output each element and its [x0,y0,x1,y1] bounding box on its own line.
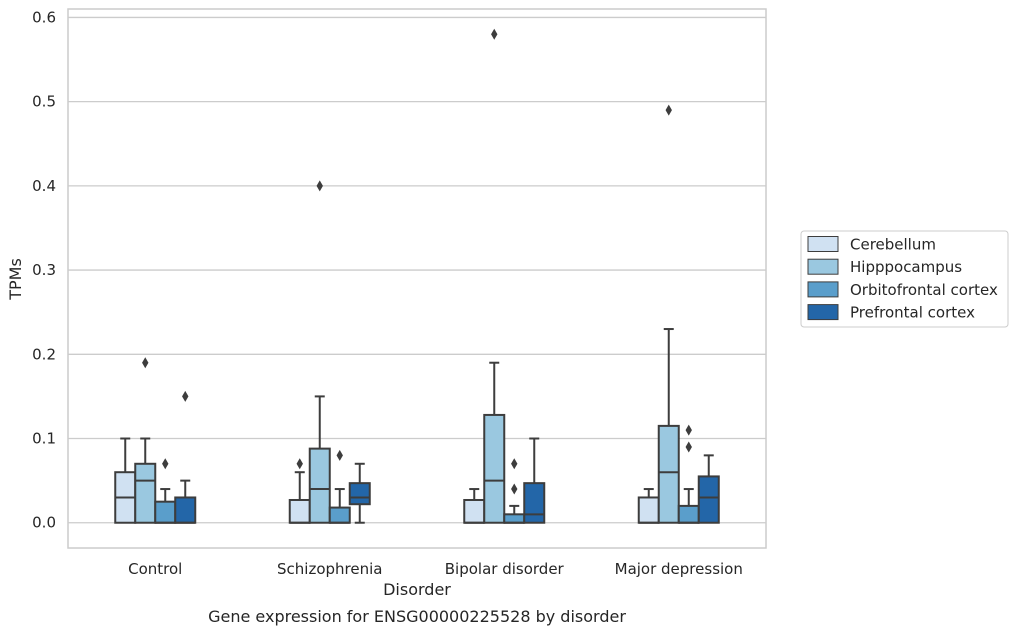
box-body [523,482,546,524]
y-tick-label: 0.3 [32,261,56,279]
outlier-point [491,28,498,40]
legend: Cerebellum Hipppocampus Orbitofrontal cort… [800,230,1009,328]
outlier-point [336,449,343,461]
y-axis-label: TPMs [6,258,25,301]
box-body [463,498,486,524]
plot-area-frame [67,8,767,549]
box-element [463,488,486,524]
outlier-point [296,458,303,470]
y-tick-label: 0.4 [32,177,56,195]
y-tick-label: 0.5 [32,93,56,111]
outlier-point [142,357,149,369]
outlier-point [511,458,518,470]
x-tick-label: Schizophrenia [277,560,382,578]
legend-label: Prefrontal cortex [850,304,975,322]
box-element [348,462,371,524]
y-tick-label: 0.0 [32,514,56,532]
box-element [483,28,506,524]
box-body [328,506,351,524]
box-body [288,498,311,524]
legend-label: Cerebellum [850,236,936,254]
box-element [114,437,137,524]
box-element [697,454,720,524]
box-body [154,500,177,524]
legend-swatch [807,258,839,275]
box-body [657,424,680,524]
outlier-point [162,458,169,470]
box-element [174,390,197,524]
legend-swatch [807,236,839,252]
y-tick-labels: 0.0 0.1 0.2 0.3 0.4 0.5 0.6 [32,8,56,531]
legend-label: Orbitofrontal cortex [850,281,998,299]
box-body [697,475,720,524]
box-element [657,104,680,524]
box-body [637,496,660,524]
x-tick-label: Major depression [615,560,743,578]
box-element [637,488,660,524]
legend-swatch [807,304,839,321]
box-element [288,458,311,524]
grid-lines [68,16,766,524]
x-tick-labels: Control Schizophrenia Bipolar disorder Majo… [128,560,743,578]
box-body [348,482,371,506]
box-element [134,357,157,524]
box-body [503,513,526,524]
legend-frame [800,230,1009,328]
box-body [134,462,157,524]
outlier-point [316,180,323,192]
x-axis-label: Disorder [383,580,451,599]
y-tick-label: 0.6 [32,8,56,26]
legend-label: Hipppocampus [850,258,962,276]
box-body [677,504,700,524]
outlier-point [685,441,692,453]
y-tick-label: 0.2 [32,345,56,363]
box-element [503,458,526,524]
box-body [174,496,197,524]
box-element [677,424,700,524]
x-tick-label: Bipolar disorder [445,560,565,578]
outlier-point [665,104,672,116]
y-tick-label: 0.1 [32,430,56,448]
chart-title: Gene expression for ENSG00000225528 by d… [208,607,626,626]
box-element [154,458,177,524]
outlier-point [685,424,692,436]
x-tick-label: Control [128,560,182,578]
outlier-point [511,483,518,495]
box-body [483,413,506,524]
box-element [523,437,546,524]
box-element [328,449,351,524]
box-body [308,447,331,524]
box-element [308,180,331,524]
outlier-point [182,390,189,402]
legend-swatch [807,281,839,298]
boxes [114,28,720,524]
